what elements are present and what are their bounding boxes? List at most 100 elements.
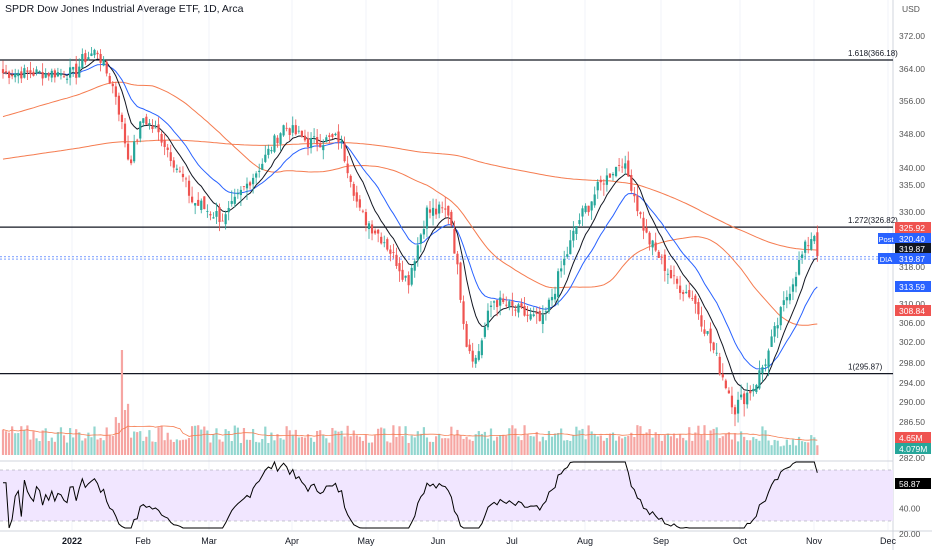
dia-badge-label: DIA bbox=[880, 255, 893, 264]
volume-bar bbox=[35, 438, 38, 455]
y-tick-label: 348.00 bbox=[899, 129, 925, 139]
candle-body bbox=[203, 196, 206, 210]
volume-down-badge-value: 4.65M bbox=[899, 433, 923, 443]
y-tick-label: 356.00 bbox=[899, 96, 925, 106]
candle-body bbox=[669, 270, 673, 279]
candle-body bbox=[474, 357, 477, 364]
y-tick-label: 335.00 bbox=[899, 180, 925, 190]
volume-bar bbox=[648, 429, 651, 455]
volume-bar bbox=[486, 438, 490, 455]
candle-body bbox=[419, 234, 422, 244]
volume-bar bbox=[288, 430, 291, 455]
volume-bar bbox=[733, 433, 737, 455]
volume-bar bbox=[248, 439, 252, 455]
volume-bar bbox=[614, 440, 618, 455]
candle-body bbox=[703, 329, 706, 334]
candle-body bbox=[8, 71, 11, 78]
volume-bar bbox=[505, 435, 508, 455]
candle-body bbox=[428, 209, 432, 213]
candle-body bbox=[352, 183, 355, 196]
candle-body bbox=[340, 140, 343, 143]
volume-bar bbox=[645, 432, 648, 455]
x-tick-label: May bbox=[357, 536, 375, 546]
candle-body bbox=[773, 326, 776, 337]
candle-body bbox=[367, 223, 371, 230]
volume-bar bbox=[502, 434, 505, 455]
candle-body bbox=[456, 253, 459, 265]
volume-bar bbox=[407, 442, 410, 455]
dia-badge: DIA 319.87 bbox=[878, 253, 931, 264]
volume-bar bbox=[300, 436, 303, 455]
candle-body bbox=[401, 269, 404, 280]
volume-bar bbox=[749, 440, 752, 455]
volume-bar bbox=[508, 428, 511, 455]
volume-bar bbox=[191, 426, 194, 455]
volume-bar bbox=[633, 437, 636, 455]
volume-bar bbox=[96, 439, 99, 455]
volume-bar bbox=[175, 439, 178, 455]
volume-up-badge: 4.079M bbox=[895, 443, 931, 454]
volume-bar bbox=[456, 429, 459, 455]
candle-body bbox=[358, 199, 361, 208]
volume-bar bbox=[212, 434, 215, 455]
volume-bar bbox=[776, 440, 779, 455]
volume-bar bbox=[139, 431, 142, 455]
volume-bar bbox=[65, 442, 69, 455]
volume-bar bbox=[435, 436, 438, 455]
volume-bar bbox=[560, 428, 563, 455]
volume-bar bbox=[75, 429, 78, 455]
volume-bar bbox=[471, 440, 474, 455]
volume-bar bbox=[541, 436, 544, 455]
volume-bar bbox=[587, 425, 590, 455]
candle-body bbox=[395, 254, 398, 266]
candle-body bbox=[364, 212, 368, 226]
candle-body bbox=[636, 195, 639, 212]
candle-body bbox=[285, 127, 288, 129]
fib-level-label: 1.272(326.82) bbox=[848, 216, 898, 225]
volume-bar bbox=[624, 436, 627, 455]
candle-body bbox=[410, 267, 413, 285]
volume-bar bbox=[209, 442, 212, 455]
volume-bar bbox=[630, 432, 633, 455]
candle-body bbox=[99, 53, 102, 63]
candle-body bbox=[709, 328, 712, 344]
volume-bar bbox=[547, 430, 551, 455]
volume-bar bbox=[746, 440, 749, 455]
candle-body bbox=[691, 298, 694, 299]
volume-bar bbox=[553, 433, 557, 455]
candle-body bbox=[807, 245, 810, 247]
candle-body bbox=[715, 352, 718, 354]
volume-bar bbox=[78, 432, 81, 455]
candle-body bbox=[239, 189, 242, 196]
volume-bar bbox=[642, 433, 645, 455]
sma-200-badge-value: 325.92 bbox=[899, 223, 925, 233]
candle-body bbox=[87, 57, 90, 60]
volume-bar bbox=[465, 437, 468, 455]
candle-body bbox=[663, 254, 666, 271]
rsi-line bbox=[3, 460, 818, 529]
volume-bar bbox=[721, 436, 724, 455]
candle-body bbox=[563, 258, 566, 266]
candle-body bbox=[517, 304, 520, 313]
candle-body bbox=[224, 214, 227, 225]
candle-body bbox=[194, 203, 197, 206]
candle-body bbox=[468, 344, 471, 352]
volume-bar bbox=[331, 427, 334, 455]
volume-bar bbox=[8, 432, 11, 455]
volume-bar bbox=[349, 436, 352, 455]
candle-body bbox=[593, 194, 596, 206]
candle-body bbox=[499, 297, 502, 306]
volume-bar bbox=[239, 442, 242, 455]
volume-bar bbox=[740, 431, 743, 455]
candle-body bbox=[471, 350, 474, 362]
candle-body bbox=[145, 116, 148, 125]
volume-bar bbox=[611, 432, 615, 455]
candle-body bbox=[630, 174, 633, 191]
candle-body bbox=[273, 135, 276, 152]
candle-body bbox=[733, 407, 737, 415]
candle-body bbox=[605, 175, 608, 185]
volume-bar bbox=[23, 429, 26, 455]
candle-body bbox=[148, 123, 151, 125]
volume-bar bbox=[72, 437, 75, 455]
